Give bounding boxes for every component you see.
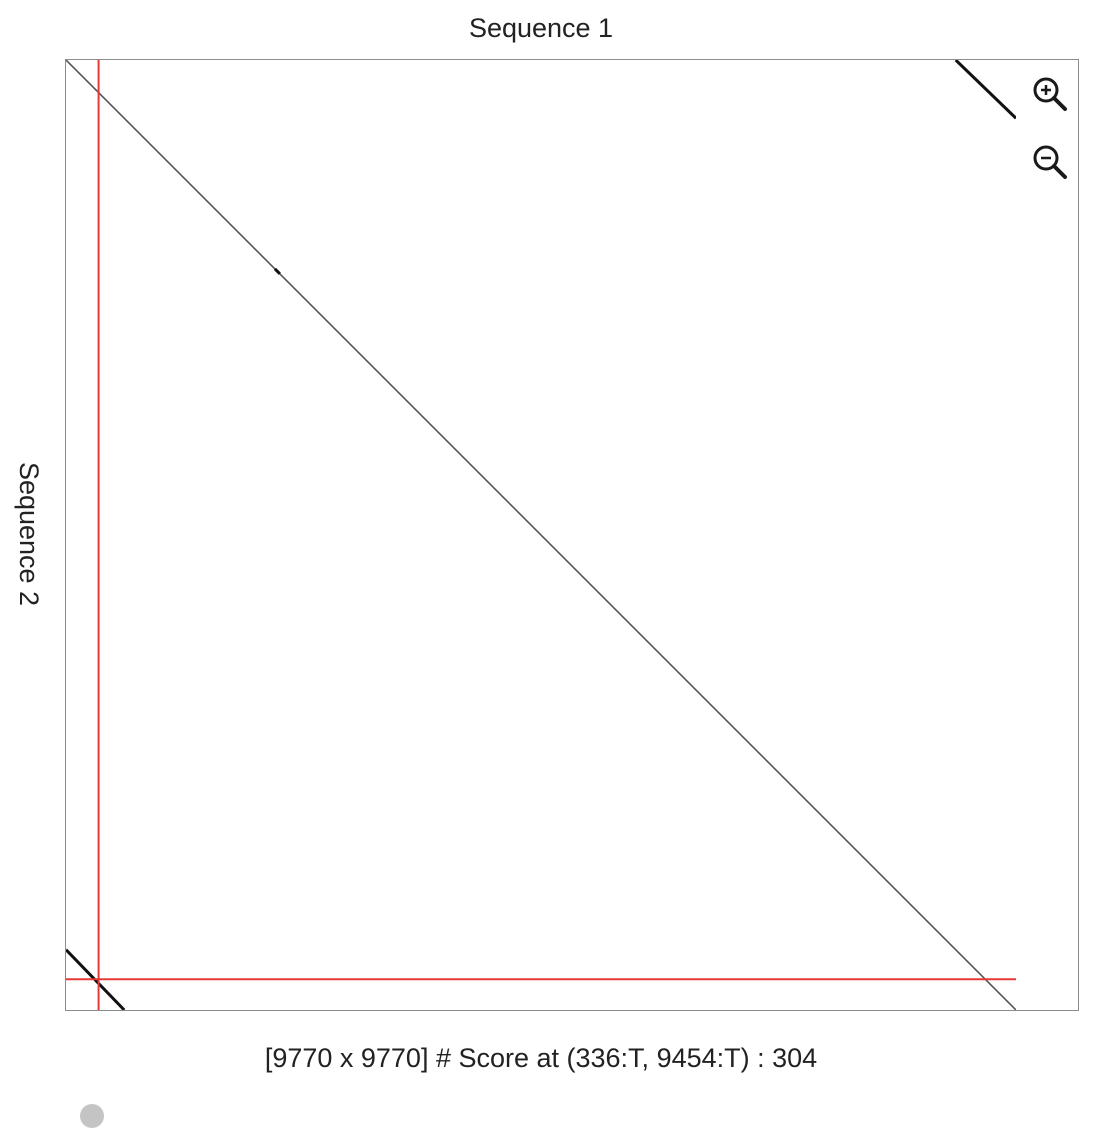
zoom-in-icon [1033, 77, 1067, 111]
dot-plot[interactable] [65, 59, 1017, 1011]
x-axis-label: Sequence 1 [468, 13, 614, 43]
alignment-segment-1 [66, 60, 1016, 1010]
score-status: [9770 x 9770] # Score at (336:T, 9454:T)… [264, 1043, 818, 1073]
zoom-out-button[interactable] [1030, 142, 1070, 182]
zoom-toolbar [1016, 59, 1079, 1011]
alignment-segment-3 [954, 60, 1016, 120]
zoom-in-button[interactable] [1030, 74, 1070, 114]
zoom-out-icon [1033, 145, 1067, 179]
alignment-segment-2 [273, 267, 281, 275]
dot-plot-canvas[interactable] [66, 60, 1016, 1010]
y-axis-label: Sequence 2 [14, 461, 44, 607]
scroll-handle[interactable] [80, 1104, 104, 1128]
